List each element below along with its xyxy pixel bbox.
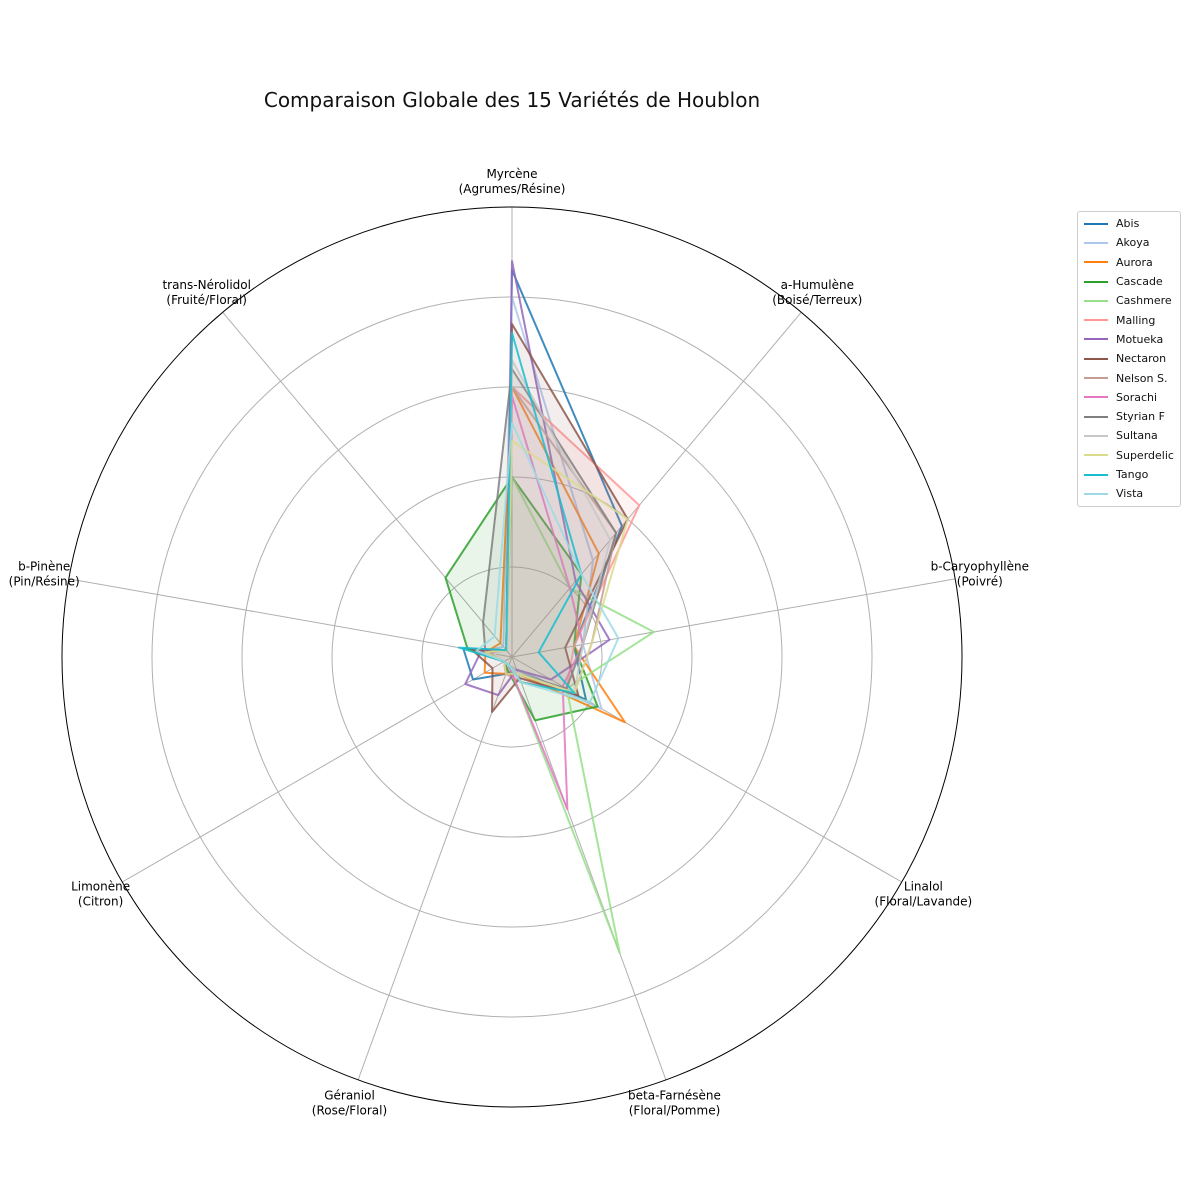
legend-label: Styrian F: [1116, 410, 1165, 424]
legend-item: Vista: [1084, 484, 1174, 503]
radar-series: [444, 260, 655, 954]
legend-item: Cashmere: [1084, 291, 1174, 310]
legend-label: Nectaron: [1116, 352, 1167, 366]
series-line: [493, 359, 612, 694]
axis-label-8: trans-Nérolidol (Fruité/Floral): [162, 278, 251, 307]
legend-swatch: [1084, 299, 1108, 302]
series-fill: [494, 360, 611, 693]
axis-label-6: Limonène (Citron): [71, 880, 130, 909]
series-vista: [475, 422, 620, 703]
radar-grid: [61, 206, 963, 1108]
series-fill: [483, 369, 617, 689]
axis-label-3: Linalol (Floral/Lavande): [875, 880, 973, 909]
legend-item: Nectaron: [1084, 349, 1174, 368]
legend-swatch: [1084, 357, 1108, 360]
legend-item: Nelson S.: [1084, 368, 1174, 387]
series-fill: [476, 387, 640, 689]
axis-label-2: b-Caryophyllène (Poivré): [931, 560, 1029, 589]
series-line: [484, 440, 629, 694]
legend-item: Abis: [1084, 214, 1174, 233]
chart-legend: Abis Akoya Aurora Cascade Cashmere Malling Mot…: [1077, 211, 1181, 508]
grid-spoke: [511, 578, 956, 658]
axis-label-7: b-Pinène (Pin/Résine): [9, 560, 80, 589]
legend-swatch: [1084, 241, 1108, 244]
legend-swatch: [1084, 319, 1108, 322]
legend-swatch: [1084, 261, 1108, 264]
legend-item: Sultana: [1084, 426, 1174, 445]
legend-label: Abis: [1116, 217, 1140, 231]
legend-swatch: [1084, 415, 1108, 418]
grid-spoke: [511, 311, 802, 658]
legend-label: Akoya: [1116, 236, 1150, 250]
axis-labels: Myrcène (Agrumes/Résine) a-Humulène (Boisé/…: [9, 167, 1029, 1117]
legend-item: Motueka: [1084, 330, 1174, 349]
legend-label: Cashmere: [1116, 294, 1172, 308]
legend-swatch: [1084, 222, 1108, 225]
legend-label: Superdelic: [1116, 448, 1174, 462]
axis-label-5: Géraniol (Rose/Floral): [312, 1088, 387, 1117]
legend-item: Cascade: [1084, 272, 1174, 291]
legend-label: Sultana: [1116, 429, 1158, 443]
legend-label: Motueka: [1116, 332, 1164, 346]
legend-swatch: [1084, 434, 1108, 437]
grid-spoke: [122, 656, 513, 883]
grid-spoke: [357, 656, 513, 1081]
axis-label-4: beta-Farnésène (Floral/Pomme): [628, 1088, 721, 1117]
legend-swatch: [1084, 280, 1108, 283]
legend-item: Aurora: [1084, 253, 1174, 272]
chart-title: Comparaison Globale des 15 Variétés de H…: [264, 88, 760, 112]
grid-spoke: [68, 578, 513, 658]
legend-item: Sorachi: [1084, 388, 1174, 407]
axis-label-1: a-Humulène (Boisé/Terreux): [772, 278, 862, 307]
legend-label: Vista: [1116, 487, 1144, 501]
legend-item: Akoya: [1084, 233, 1174, 252]
legend-item: Tango: [1084, 465, 1174, 484]
legend-swatch: [1084, 396, 1108, 399]
series-line: [475, 422, 620, 703]
legend-label: Tango: [1116, 468, 1149, 481]
legend-swatch: [1084, 454, 1108, 457]
legend-swatch: [1084, 492, 1108, 495]
legend-swatch: [1084, 338, 1108, 341]
legend-item: Superdelic: [1084, 446, 1174, 465]
outer-boundary: [61, 206, 963, 1108]
legend-swatch: [1084, 377, 1108, 380]
legend-item: Styrian F: [1084, 407, 1174, 426]
series-fill: [445, 477, 598, 721]
series-superdelic: [484, 440, 629, 694]
axis-label-0: Myrcène (Agrumes/Résine): [459, 167, 566, 196]
grid-spoke: [222, 311, 513, 658]
legend-label: Sorachi: [1116, 390, 1158, 404]
legend-label: Cascade: [1116, 275, 1163, 289]
series-sultana: [493, 359, 612, 694]
grid-spoke: [511, 656, 667, 1081]
legend-label: Malling: [1116, 313, 1156, 327]
legend-label: Nelson S.: [1116, 371, 1168, 385]
legend-item: Malling: [1084, 310, 1174, 329]
legend-label: Aurora: [1116, 255, 1153, 269]
legend-swatch: [1084, 473, 1108, 476]
